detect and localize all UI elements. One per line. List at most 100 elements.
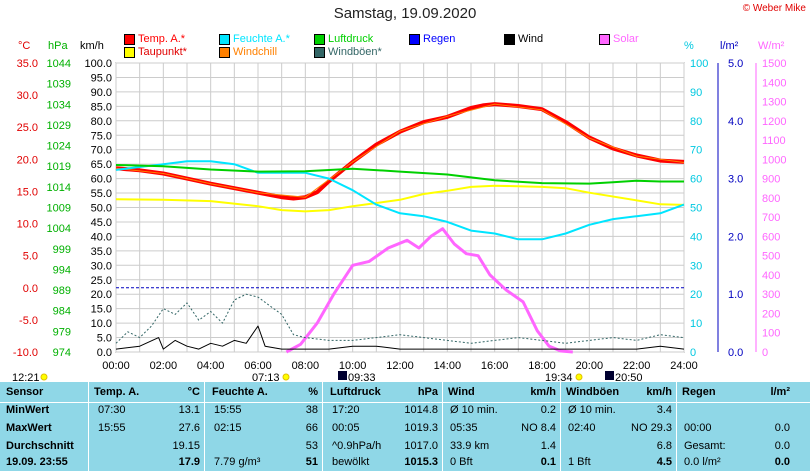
temp-tick-label: 10.0 — [17, 219, 38, 231]
temp-tick-label: -10.0 — [13, 347, 38, 359]
cell-label: Gesamt: — [684, 440, 726, 452]
cell-label: 00:00 — [684, 422, 712, 434]
wm2-tick-label: 100 — [762, 328, 780, 340]
x-tick-label: 04:00 — [197, 360, 225, 372]
cell-label: 15:55 — [214, 404, 242, 416]
x-tick-label: 14:00 — [434, 360, 462, 372]
hpa-tick-label: 989 — [53, 285, 71, 297]
temp-tick-label: 15.0 — [17, 186, 38, 198]
legend-swatch — [124, 33, 135, 45]
legend-label: Windböen* — [328, 46, 382, 58]
kmh-tick-label: 90.0 — [91, 87, 112, 99]
wm2-tick-label: 1400 — [762, 77, 786, 89]
legend-label: Temp. A.* — [138, 33, 186, 45]
row-label: 19.09. 23:55 — [6, 456, 68, 468]
stats-table: Sensor MinWert MaxWert Durchschnitt 19.09. 2… — [0, 382, 810, 471]
row-label: Sensor — [6, 386, 44, 398]
sunrise-icon — [282, 373, 290, 381]
wm2-tick-label: 1000 — [762, 154, 786, 166]
wm2-tick-label: 1500 — [762, 58, 786, 70]
cell-value: 0.0 — [774, 440, 790, 452]
legend-label: Wind — [518, 33, 544, 45]
row-label: MaxWert — [6, 422, 52, 434]
legend-item: Windchill — [219, 46, 277, 58]
group-head: Windböen — [566, 386, 620, 398]
unit-wm2: W/m² — [758, 40, 785, 52]
moonset-time: 20:50 — [615, 372, 643, 382]
lm2-tick-label: 3.0 — [728, 174, 743, 186]
series-line — [115, 325, 685, 350]
table-separator — [676, 382, 677, 471]
wm2-tick-label: 0 — [762, 347, 768, 359]
cell-value: 0.0 — [774, 456, 790, 468]
wm2-tick-label: 500 — [762, 251, 780, 263]
group-head: Temp. A. — [94, 386, 140, 398]
kmh-tick-label: 65.0 — [91, 159, 112, 171]
legend-item: Regen — [409, 33, 455, 45]
group-unit: km/h — [646, 386, 672, 398]
cell-value: 51 — [305, 456, 318, 468]
pct-tick-label: 40 — [690, 231, 702, 243]
legend-item: Wind — [504, 33, 543, 45]
kmh-tick-label: 5.0 — [97, 333, 112, 345]
pct-tick-label: 20 — [690, 289, 702, 301]
pct-tick-label: 50 — [690, 203, 702, 215]
cell-value: 6.8 — [656, 440, 672, 452]
table-separator — [88, 382, 89, 471]
series-line — [115, 164, 684, 185]
kmh-tick-label: 95.0 — [91, 72, 112, 84]
kmh-tick-label: 80.0 — [91, 116, 112, 128]
cell-label: 05:35 — [450, 422, 478, 434]
hpa-tick-label: 1014 — [47, 182, 71, 194]
wm2-tick-label: 300 — [762, 289, 780, 301]
kmh-tick-label: 40.0 — [91, 231, 112, 243]
kmh-tick-label: 55.0 — [91, 188, 112, 200]
hpa-tick-label: 974 — [53, 347, 71, 359]
legend-label: Regen — [423, 33, 456, 45]
moonrise-time: 09:33 — [348, 372, 376, 382]
kmh-tick-label: 50.0 — [91, 203, 112, 215]
legend-swatch — [314, 33, 325, 45]
table-separator — [0, 402, 810, 403]
kmh-tick-label: 20.0 — [91, 289, 112, 301]
kmh-tick-label: 15.0 — [91, 304, 112, 316]
group-head: Wind — [448, 386, 475, 398]
hpa-tick-label: 1024 — [47, 141, 71, 153]
row-label: Durchschnitt — [6, 440, 74, 452]
legend-swatch — [409, 33, 420, 45]
pct-tick-label: 10 — [690, 318, 702, 330]
kmh-tick-label: 30.0 — [91, 260, 112, 272]
legend-swatch — [314, 46, 325, 58]
table-separator — [442, 382, 443, 471]
sunset-time: 19:34 — [545, 372, 573, 382]
kmh-tick-label: 45.0 — [91, 217, 112, 229]
sunrise-time: 07:13 — [252, 372, 280, 382]
hpa-tick-label: 1004 — [47, 223, 71, 235]
legend-label: Feuchte A.* — [233, 33, 290, 45]
legend-label: Taupunkt* — [138, 46, 187, 58]
legend-label: Luftdruck — [328, 33, 374, 45]
temp-tick-label: 30.0 — [17, 90, 38, 102]
group-unit: hPa — [417, 386, 438, 398]
legend-item: Taupunkt* — [124, 46, 187, 58]
legend-item: Luftdruck — [314, 33, 373, 45]
temp-tick-label: -5.0 — [19, 315, 38, 327]
kmh-tick-label: 100.0 — [84, 58, 112, 70]
lm2-tick-label: 2.0 — [728, 231, 743, 243]
kmh-tick-label: 75.0 — [91, 130, 112, 142]
cell-label: Ø 10 min. — [568, 404, 616, 416]
wm2-tick-label: 1200 — [762, 116, 786, 128]
x-tick-label: 02:00 — [150, 360, 178, 372]
table-separator — [204, 382, 205, 471]
wm2-tick-label: 1100 — [762, 135, 786, 147]
group-head: Luftdruck — [330, 386, 381, 398]
lm2-tick-label: 1.0 — [728, 289, 743, 301]
cell-label: 1 Bft — [568, 456, 591, 468]
pct-tick-label: 30 — [690, 260, 702, 272]
wm2-tick-label: 1300 — [762, 97, 786, 109]
table-separator — [560, 382, 561, 471]
unit-lm2: l/m² — [720, 40, 739, 52]
cell-value: NO 29.3 — [631, 422, 672, 434]
pct-tick-label: 90 — [690, 87, 702, 99]
legend-swatch — [504, 33, 515, 45]
